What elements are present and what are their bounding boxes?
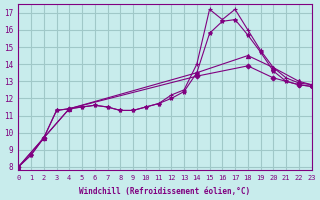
X-axis label: Windchill (Refroidissement éolien,°C): Windchill (Refroidissement éolien,°C) [79,187,251,196]
